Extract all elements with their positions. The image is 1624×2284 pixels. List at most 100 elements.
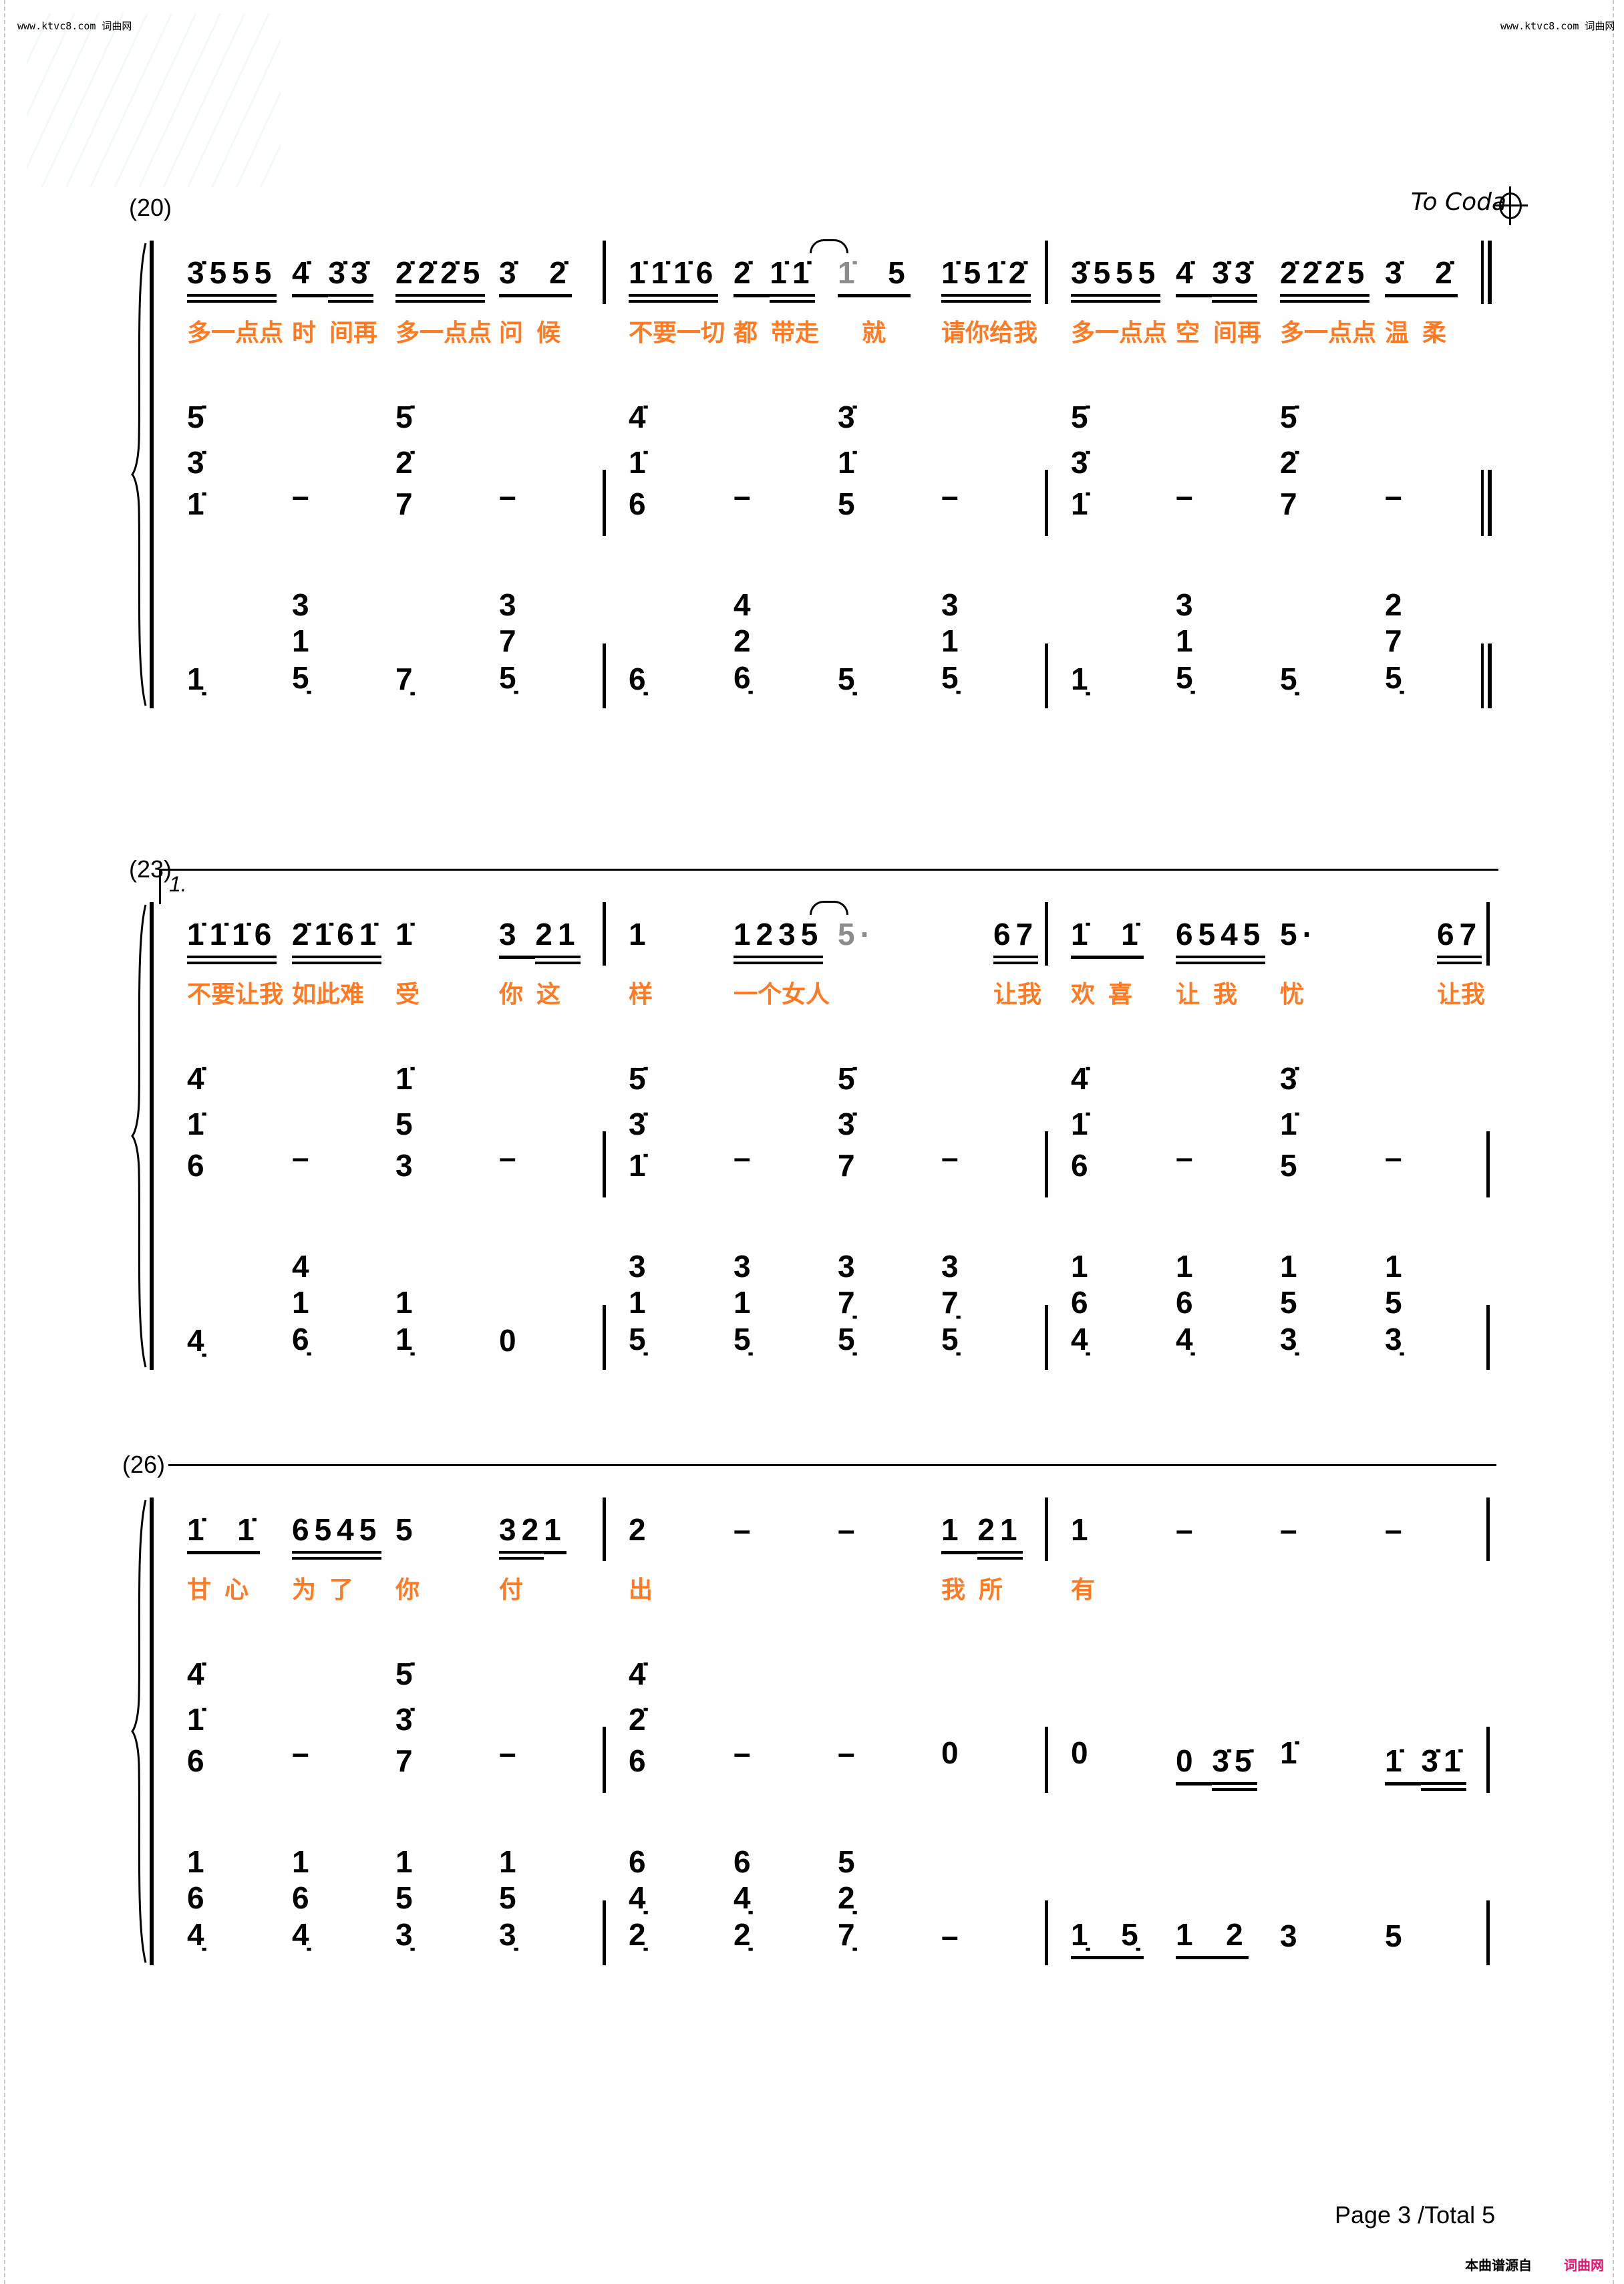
note-group: 3̇3̇: [1212, 254, 1257, 303]
lyric: 我 所: [941, 1576, 1003, 1603]
brace: [131, 241, 148, 712]
note: 5: [395, 1512, 418, 1547]
chord-note: 4: [734, 587, 751, 622]
chord-note: 3: [629, 1249, 646, 1284]
system: (20) 3̇555 多一点点 4̇ 3̇3̇ 时 间再 2̇2̇2̇5 多一点点 3̇ 2̇…: [0, 194, 1624, 722]
note: –: [734, 1512, 756, 1547]
footer-site-link[interactable]: 词曲网: [1564, 2259, 1604, 2273]
chord: 6 4̣ 2̣: [629, 1844, 646, 1953]
chord-note: 5̣: [941, 1322, 959, 1357]
note-group: 1̣ 5̣: [1071, 1916, 1144, 1959]
chord-note: 1: [1176, 623, 1193, 658]
melody-beat: 2̇1̇61̇: [292, 915, 382, 964]
chord-note: 6: [187, 1880, 204, 1915]
note-group: 1̇ 1̇: [1071, 915, 1144, 959]
chord: 3̇ 1̇ 5: [1280, 1056, 1297, 1184]
chord: –: [499, 1734, 516, 1771]
volta-bracket: 1.: [159, 869, 1498, 904]
chord-note: 1̇: [838, 445, 855, 480]
left-watermark-edge: [4, 0, 5, 2284]
system: (23) 1. 1̇1̇1̇6 不要让我 2̇1̇61̇ 如此难 1̇ 受 3 21 你 这 4̇ 1…: [0, 855, 1624, 1383]
barline: [603, 644, 606, 708]
note-group: 1̇51̇2̇: [941, 254, 1031, 303]
chord-note: 7: [838, 1148, 855, 1183]
note-group: 1: [941, 1511, 978, 1554]
barline: [1045, 241, 1048, 304]
lyric: 都 带走: [734, 319, 820, 346]
chord: 7̣̣: [395, 660, 413, 698]
chord-note: 1: [734, 1285, 751, 1320]
melody-beat: 3̇ 2̇: [1385, 254, 1458, 301]
chord-note: 3̇: [1071, 445, 1088, 480]
chord: 5̇ 3̇ 7: [838, 1056, 855, 1184]
note-group: 1̇1̇: [770, 254, 815, 303]
melody-beat: 1̇1̇1̇6: [629, 254, 719, 303]
chord-note: 0: [499, 1323, 516, 1358]
note-group: 67: [993, 915, 1039, 964]
note-group: 2̇2̇2̇5: [395, 254, 486, 303]
chord-note: 1̇: [1071, 486, 1088, 521]
lyric: 多一点点: [395, 319, 492, 346]
footer-source-label: 本曲谱源自: [1465, 2259, 1532, 2273]
chord: 1 5 3̣: [1280, 1248, 1297, 1358]
chord: –: [1176, 1139, 1193, 1176]
note-group: 32: [499, 1511, 544, 1560]
chord: 5̣̣: [1280, 660, 1297, 698]
chord-note: 6: [629, 486, 646, 521]
chord-note: 3: [395, 1148, 413, 1183]
chord-note: 5̇: [395, 400, 413, 434]
chord: 4̇ 1̇ 6: [1071, 1056, 1088, 1184]
barline: [603, 1305, 606, 1370]
melody-beat: 1̇ 1̇: [187, 1511, 260, 1558]
chord-note: 7̣̣: [395, 662, 413, 696]
chord: 5̇ 3̇ 1̇: [1071, 394, 1088, 523]
melody-beat: –: [1176, 1511, 1198, 1558]
chord: –: [941, 1139, 959, 1176]
barline: [1488, 644, 1492, 708]
chord-note: 2: [734, 623, 751, 658]
chord-note: 5̇: [1071, 400, 1088, 434]
chord-note: 5̣: [734, 1322, 751, 1357]
chord-note: 3: [941, 1249, 959, 1284]
chord-note: 1̇: [629, 445, 646, 480]
to-coda-label: To Coda: [1411, 188, 1507, 216]
chord: 4̇ 1̇ 6: [187, 1056, 204, 1184]
header-watermark-right: www.ktvc8.com 词曲网: [1500, 20, 1615, 32]
lyric: 问 候: [499, 319, 561, 346]
chord-note: 4̣: [1071, 1322, 1088, 1357]
note: –: [838, 1512, 860, 1547]
lyric: 忧: [1280, 980, 1305, 1008]
chord-note: 3̇: [838, 1107, 855, 1141]
chord: –: [941, 1917, 959, 1955]
chord: 4 1 6̣: [292, 1248, 309, 1358]
chord-note: 2̇: [395, 445, 413, 480]
chord-note: 4̇: [1071, 1061, 1088, 1096]
chord-note: 1̣: [395, 1322, 413, 1357]
watermark-streak: [27, 13, 281, 187]
note-group: 3̇̇1̇̇: [1421, 1742, 1466, 1791]
lyric: 多一点点: [187, 319, 284, 346]
melody-beat: 2: [629, 1511, 651, 1558]
note-group: 1̇: [810, 239, 860, 297]
melody-beat: 3̇ 2̇: [499, 254, 572, 301]
chord-note: 5̣: [1176, 660, 1193, 695]
melody-beat: 3 21: [499, 915, 581, 964]
chord-note: 2̣: [629, 1917, 646, 1952]
chord-note: 1̇: [629, 1148, 646, 1183]
lyric: 请你给我: [941, 319, 1038, 346]
chord-note: 7: [395, 486, 413, 521]
lyric: 温 柔: [1385, 319, 1447, 346]
chord-note: 5̇: [395, 1657, 413, 1691]
lyric: 多一点点: [1071, 319, 1168, 346]
chord: 1̇ 5 3: [395, 1056, 413, 1184]
barline: [1486, 902, 1490, 966]
chord: 5̇ 2̇ 7: [395, 394, 413, 523]
chord-note: 2̣: [838, 1880, 855, 1915]
measure-number-label: (26): [122, 1451, 166, 1478]
note-group: 1̇̇: [1385, 1742, 1422, 1786]
chord: –: [941, 477, 959, 515]
chord-note: 5̇: [838, 1061, 855, 1096]
note: 1: [1071, 1512, 1094, 1547]
lyric: 付: [499, 1576, 524, 1603]
note: –: [1385, 1512, 1408, 1547]
